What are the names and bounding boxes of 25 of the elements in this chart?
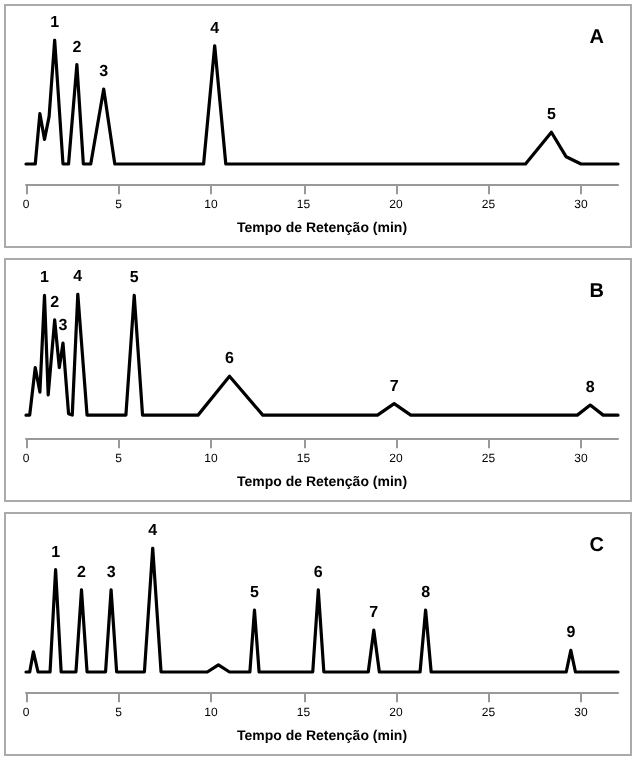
annotation: 7 — [369, 603, 380, 622]
annotation: 8 — [585, 378, 596, 397]
annotation: 6 — [313, 562, 324, 581]
chart-title: A — [589, 27, 605, 49]
chart-title: B — [589, 281, 605, 303]
annotation: 2 — [50, 292, 61, 311]
annotation: 2 — [72, 37, 83, 56]
annotation: 8 — [421, 583, 432, 602]
annotation: 9 — [566, 623, 577, 642]
annotation: 7 — [389, 376, 400, 395]
annotation: 5 — [250, 583, 261, 602]
annotation: 2 — [77, 562, 88, 581]
annotation: 3 — [99, 62, 110, 81]
annotation: 5 — [546, 105, 557, 124]
annotation: 5 — [129, 268, 140, 287]
annotation: 1 — [40, 268, 51, 287]
chart-title: C — [589, 535, 605, 557]
annotation: 4 — [210, 18, 221, 37]
annotation: 3 — [58, 316, 69, 335]
annotation: 1 — [50, 13, 61, 31]
annotation: 4 — [148, 521, 159, 539]
annotation: 6 — [225, 349, 236, 368]
annotation: 3 — [106, 562, 117, 581]
annotation: 4 — [73, 267, 84, 285]
annotation: 1 — [51, 542, 62, 561]
